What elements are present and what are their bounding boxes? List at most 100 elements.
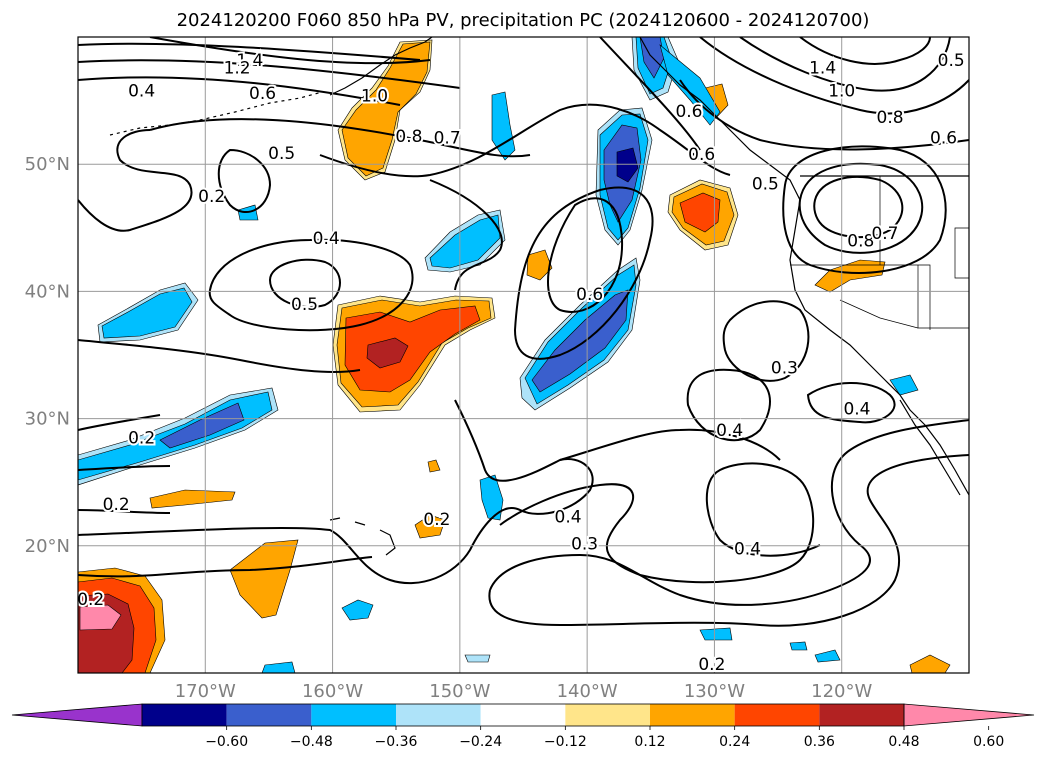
us-state-line-1 (790, 264, 931, 330)
colorbar-tick-label: −0.12 (544, 734, 587, 750)
colorbar-box (480, 704, 566, 726)
pv-contour-11 (429, 179, 503, 291)
pv-contour-21 (806, 382, 896, 424)
map-frame (77, 36, 970, 674)
pv-contour-label: 1.2 (224, 59, 251, 79)
shade-spot-7 (909, 654, 951, 673)
pv-contour-13 (513, 186, 654, 360)
pv-contour-label: 0.4 (313, 229, 340, 249)
pv-contour-26 (798, 162, 924, 254)
pv-contour-20 (722, 300, 810, 382)
baja-coast (899, 399, 961, 496)
pv-contour-32 (679, 79, 969, 151)
aleutian-islands (109, 91, 323, 136)
pv-contour-label: 1.4 (236, 51, 263, 71)
pv-contour-label: 0.7 (871, 224, 898, 244)
pv-contour-15 (78, 556, 373, 578)
precipitation-pc-shading (78, 37, 951, 673)
mexico-border (839, 299, 919, 329)
colorbar-tick-label: 0.60 (973, 734, 1004, 750)
pv-contour-31 (799, 37, 931, 65)
pv-contour-label: 0.4 (843, 399, 870, 419)
pv-contour-label: 0.2 (77, 590, 104, 610)
colorbar-box (311, 704, 396, 726)
shade-blue-5 (479, 474, 504, 521)
shade-spot-3 (814, 259, 886, 293)
pv-contour-label: 0.2 (198, 187, 225, 207)
pv-contour-label: 0.5 (752, 174, 779, 194)
colorbar-box (396, 704, 481, 726)
pv-contour-label: 1.4 (809, 59, 836, 79)
colorbar-box (734, 704, 820, 726)
pv-contour-29 (699, 37, 969, 115)
pv-contour-4 (149, 118, 531, 158)
pv-contour-2 (78, 59, 461, 89)
pv-contour-24 (78, 465, 171, 471)
lat-tick-label: 30°N (25, 409, 70, 430)
pv-contour-label: 0.5 (268, 144, 295, 164)
colorbar-under-triangle (11, 703, 143, 727)
pv-contour-27 (813, 176, 904, 239)
pv-contour-22 (559, 428, 781, 461)
pv-contour-label: 0.3 (571, 534, 598, 554)
colorbar-tick-label: −0.48 (290, 734, 333, 750)
bc-coast (639, 37, 969, 496)
colorbar-tick-label: −0.60 (205, 734, 248, 750)
shade-ne-red (679, 192, 721, 233)
pv-contour-label: 0.4 (716, 421, 743, 441)
lon-tick-label: 150°W (429, 681, 490, 702)
lon-tick-label: 120°W (811, 681, 872, 702)
shade-spot-5 (414, 514, 446, 539)
pv-contour-9 (268, 258, 341, 308)
chart-title: 2024120200 F060 850 hPa PV, precipitatio… (177, 10, 870, 31)
lat-tick-label: 50°N (25, 154, 70, 175)
colorbar-tick-label: −0.24 (459, 734, 502, 750)
pv-contour-label: 0.6 (675, 102, 702, 122)
colorbar-tick-label: 0.12 (634, 734, 665, 750)
shade-blue-9 (889, 374, 919, 396)
pv-contour-28 (782, 145, 947, 274)
pv-contour-19 (686, 368, 771, 442)
pv-contour-label: 1.0 (361, 87, 388, 107)
lat-tick-label: 20°N (25, 536, 70, 557)
pv-contour-16 (499, 462, 821, 584)
shade-blue-10 (464, 654, 491, 663)
hawaii-islands (329, 517, 396, 556)
colorbar-box (650, 704, 735, 726)
pv-contour-label: 0.2 (698, 655, 725, 675)
shade-blue-north-dark (616, 147, 639, 183)
pv-contour-label: 0.2 (423, 510, 450, 530)
colorbar-box (142, 704, 227, 726)
pv-contour-label: 0.6 (930, 128, 957, 148)
shade-sw-pink (79, 604, 122, 631)
pv-contour-label: 0.8 (395, 127, 422, 147)
colorbar-tick-label: 0.24 (719, 734, 750, 750)
colorbar-over-triangle (903, 703, 1035, 727)
shade-blue-14 (789, 641, 808, 651)
lon-tick-label: 140°W (557, 681, 618, 702)
pv-contour-5 (78, 129, 193, 232)
pv-contour-label: 0.4 (734, 539, 761, 559)
pv-contour-1 (78, 42, 421, 61)
graticule (78, 37, 969, 673)
shade-spot-4 (149, 489, 236, 509)
pv-contour-label: 0.6 (688, 145, 715, 165)
pv-contour-label: 0.5 (938, 51, 965, 71)
pv-contour-label: 1.0 (828, 81, 855, 101)
pv-contour-18 (488, 454, 969, 627)
coastlines (109, 37, 969, 556)
pv-contour-label: 0.6 (576, 285, 603, 305)
shade-spot-6 (229, 539, 299, 619)
lon-tick-label: 170°W (175, 681, 236, 702)
pv-contour-label: 0.2 (103, 495, 130, 515)
pv-contour-label: 0.5 (291, 295, 318, 315)
shade-blue-2 (429, 214, 501, 269)
shade-blue-6 (491, 91, 516, 161)
map-panel: 1.41.20.4 0.6 1.00.8 0.70.50.20.40.50.60.60… (77, 37, 969, 675)
shade-blue-mid-dark (531, 289, 629, 393)
shade-blue-4-mid (159, 402, 245, 449)
shade-spot-8 (427, 459, 441, 473)
colorbar-tick-label: 0.48 (888, 734, 919, 750)
shade-blue-13 (261, 661, 296, 673)
